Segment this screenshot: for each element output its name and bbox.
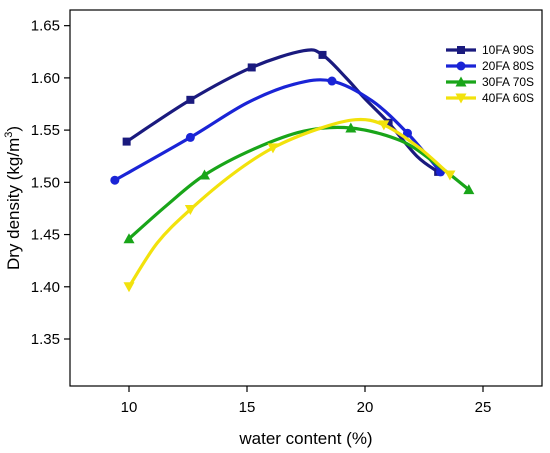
x-axis-ticks: 10 15 20 25 — [121, 386, 492, 416]
data-point — [345, 122, 357, 133]
legend-label: 30FA 70S — [482, 75, 534, 89]
y-tick-label: 1.35 — [31, 331, 60, 348]
y-axis-title: Dry density (kg/m3) — [3, 126, 23, 270]
y-axis-title-main: Dry density (kg/m — [4, 138, 23, 270]
y-tick-label: 1.60 — [31, 70, 60, 87]
legend-label: 20FA 80S — [482, 59, 534, 73]
data-point — [463, 184, 475, 195]
series-4 — [123, 117, 456, 293]
data-point — [267, 143, 279, 154]
data-point — [110, 175, 120, 185]
data-point — [402, 128, 412, 138]
legend-marker — [455, 76, 467, 87]
y-tick-label: 1.55 — [31, 122, 60, 139]
y-tick-label: 1.45 — [31, 227, 60, 244]
data-point — [186, 95, 195, 104]
data-point — [123, 233, 135, 244]
series-line — [125, 48, 440, 174]
y-axis-ticks: 1.35 1.40 1.45 1.50 1.55 1.60 1.65 — [31, 18, 70, 348]
x-tick-label: 15 — [239, 399, 256, 416]
series-line — [127, 117, 452, 289]
y-axis-title-superscript: 3 — [3, 132, 15, 138]
legend-marker — [456, 61, 466, 71]
data-point — [199, 169, 211, 180]
y-tick-label: 1.50 — [31, 174, 60, 191]
data-point — [123, 282, 135, 293]
x-tick-label: 20 — [357, 399, 374, 416]
x-axis-title: water content (%) — [238, 429, 372, 448]
data-point — [384, 118, 393, 127]
data-point — [444, 170, 456, 181]
legend-marker — [455, 93, 467, 104]
legend: 10FA 90S 20FA 80S 30FA 70S 40FA 60S — [446, 43, 534, 105]
plot-frame — [69, 9, 543, 387]
y-axis-title-close: ) — [4, 126, 23, 132]
x-tick-label: 25 — [475, 399, 492, 416]
data-point — [247, 63, 256, 72]
x-tick-label: 10 — [121, 399, 138, 416]
data-point — [184, 204, 196, 215]
data-point — [318, 50, 327, 59]
series-layer — [110, 48, 475, 293]
series-line — [127, 125, 471, 241]
y-tick-label: 1.40 — [31, 279, 60, 296]
series-3 — [123, 122, 475, 244]
data-point — [185, 132, 195, 142]
data-point — [327, 76, 337, 86]
legend-label: 10FA 90S — [482, 43, 534, 57]
legend-label: 40FA 60S — [482, 91, 534, 105]
y-tick-label: 1.65 — [31, 18, 60, 35]
data-point — [122, 137, 131, 146]
data-point — [378, 120, 390, 131]
legend-marker — [457, 46, 465, 54]
series-1 — [122, 48, 443, 176]
